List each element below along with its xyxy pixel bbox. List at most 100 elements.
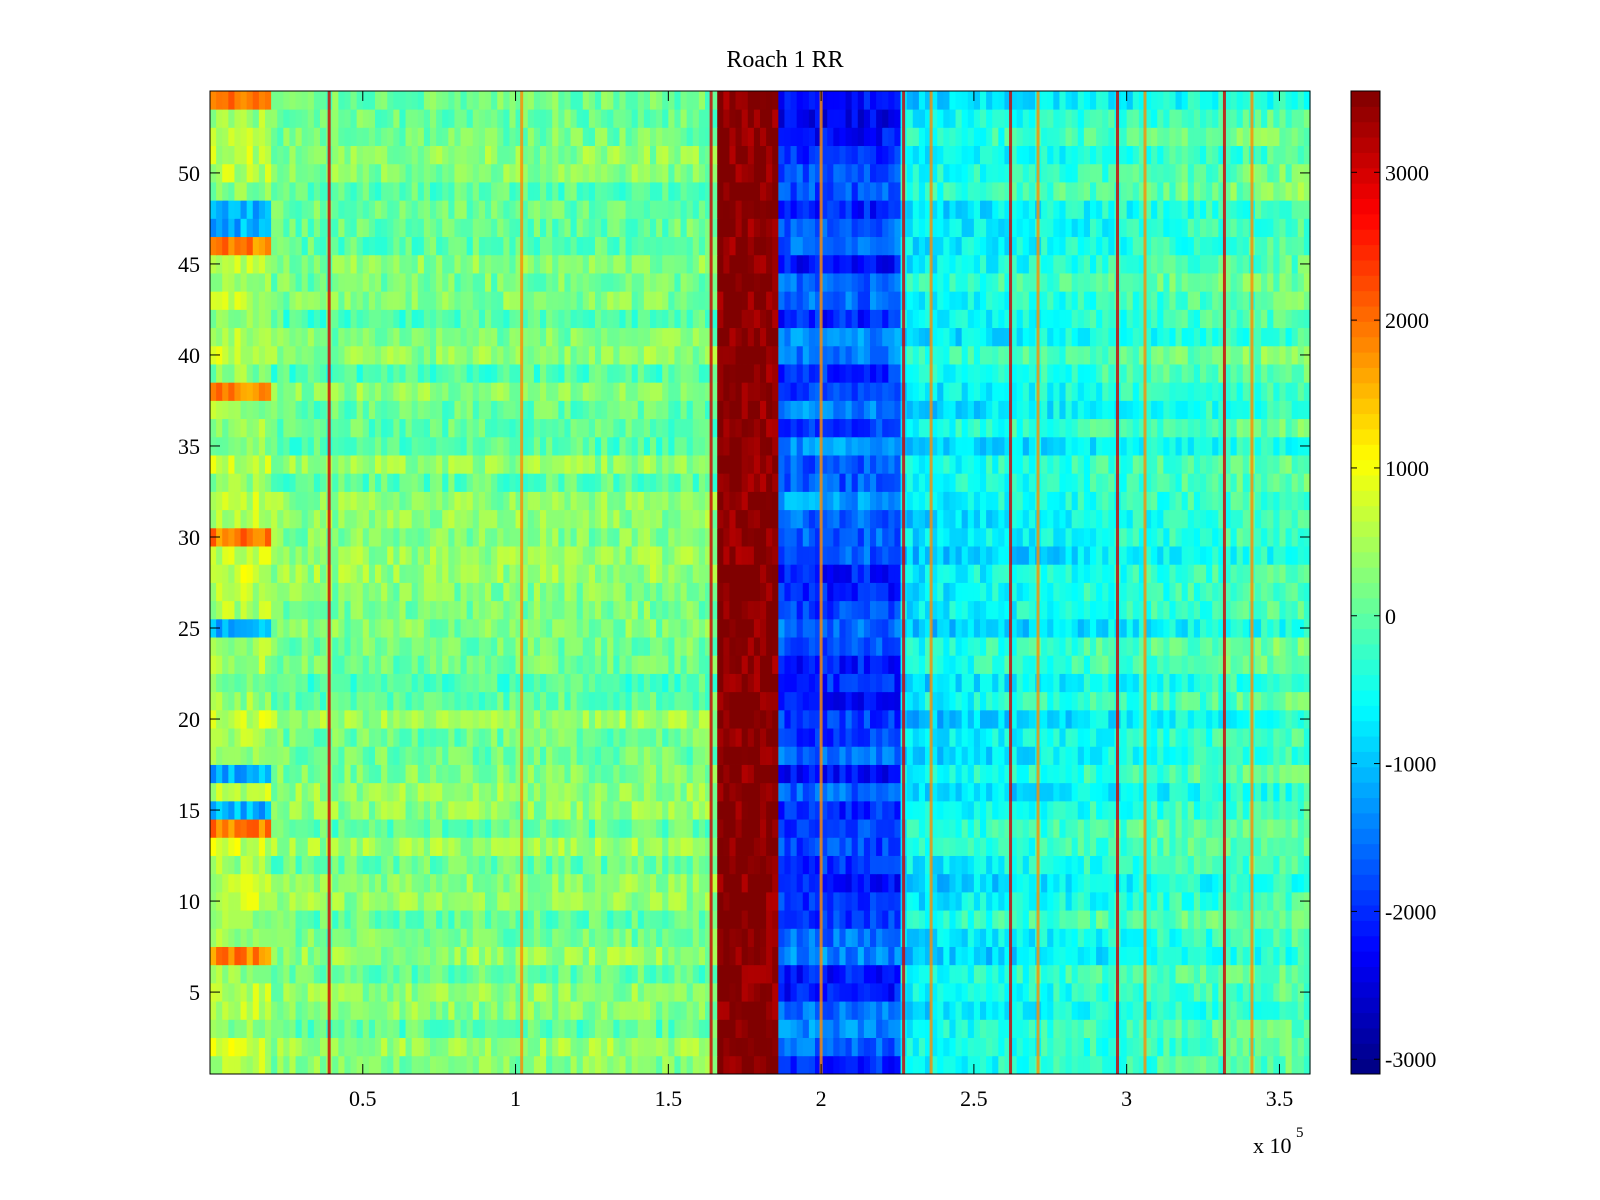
heatmap-cell [974, 1038, 981, 1057]
heatmap-cell [1261, 765, 1268, 784]
heatmap-cell [503, 655, 510, 674]
heatmap-cell [424, 1019, 431, 1038]
heatmap-cell [1237, 1019, 1244, 1038]
heatmap-cell [320, 983, 327, 1002]
heatmap-cell [375, 637, 382, 656]
heatmap-cell [723, 710, 730, 729]
heatmap-cell [632, 1038, 639, 1057]
heatmap-cell [1059, 947, 1066, 966]
heatmap-cell [852, 710, 859, 729]
heatmap-cell [564, 674, 571, 693]
heatmap-cell [247, 892, 254, 911]
heatmap-cell [228, 928, 235, 947]
heatmap-cell [687, 783, 694, 802]
heatmap-cell [662, 692, 669, 711]
heatmap-cell [1023, 856, 1030, 875]
heatmap-cell [1163, 619, 1170, 638]
heatmap-cell [1066, 765, 1073, 784]
heatmap-cell [760, 692, 767, 711]
heatmap-cell [992, 619, 999, 638]
heatmap-cell [956, 765, 963, 784]
heatmap-cell [271, 1001, 278, 1020]
heatmap-cell [381, 1056, 388, 1075]
heatmap-cell [968, 801, 975, 820]
heatmap-cell [766, 746, 773, 765]
heatmap-cell [1017, 910, 1024, 929]
heatmap-cell [809, 601, 816, 620]
heatmap-cell [742, 892, 749, 911]
heatmap-cell [357, 801, 364, 820]
heatmap-cell [436, 892, 443, 911]
heatmap-cell [607, 856, 614, 875]
heatmap-cell [571, 1056, 578, 1075]
heatmap-cell [1231, 1038, 1238, 1057]
heatmap-cell [302, 892, 309, 911]
heatmap-cell [638, 801, 645, 820]
heatmap-cell [1261, 910, 1268, 929]
heatmap-cell [1212, 874, 1219, 893]
heatmap-cell [344, 692, 351, 711]
heatmap-cell [1194, 874, 1201, 893]
heatmap-cell [748, 583, 755, 602]
heatmap-cell [632, 1056, 639, 1075]
heatmap-cell [1243, 746, 1250, 765]
heatmap-cell [564, 856, 571, 875]
heatmap-cell [418, 583, 425, 602]
heatmap-cell [956, 874, 963, 893]
heatmap-cell [626, 983, 633, 1002]
heatmap-cell [1267, 692, 1274, 711]
heatmap-cell [736, 746, 743, 765]
heatmap-cell [870, 1056, 877, 1075]
heatmap-cell [864, 674, 871, 693]
heatmap-cell [277, 1001, 284, 1020]
heatmap-cell [1188, 746, 1195, 765]
heatmap-cell [503, 583, 510, 602]
heatmap-cell [607, 1038, 614, 1057]
heatmap-cell [1133, 637, 1140, 656]
heatmap-cell [870, 856, 877, 875]
heatmap-cell [424, 783, 431, 802]
heatmap-cell [1029, 601, 1036, 620]
heatmap-cell [448, 746, 455, 765]
heatmap-cell [247, 710, 254, 729]
heatmap-cell [564, 1056, 571, 1075]
heatmap-cell [583, 910, 590, 929]
heatmap-cell [607, 655, 614, 674]
heatmap-cell [1108, 637, 1115, 656]
heatmap-cell [314, 692, 321, 711]
heatmap-cell [503, 856, 510, 875]
heatmap-cell [302, 728, 309, 747]
heatmap-cell [1102, 601, 1109, 620]
heatmap-cell [210, 1056, 217, 1075]
heatmap-cell [302, 710, 309, 729]
heatmap-cell [797, 728, 804, 747]
heatmap-cell [1072, 674, 1079, 693]
heatmap-cell [234, 583, 241, 602]
heatmap-cell [681, 1056, 688, 1075]
heatmap-cell [1286, 856, 1293, 875]
heatmap-cell [864, 619, 871, 638]
heatmap-cell [1053, 856, 1060, 875]
heatmap-cell [809, 692, 816, 711]
heatmap-cell [662, 856, 669, 875]
heatmap-cell [1182, 928, 1189, 947]
heatmap-cell [632, 783, 639, 802]
heatmap-cell [222, 892, 229, 911]
heatmap-cell [344, 874, 351, 893]
heatmap-cell [528, 765, 535, 784]
heatmap-cell [454, 674, 461, 693]
heatmap-cell [473, 928, 480, 947]
heatmap-cell [1255, 655, 1262, 674]
heatmap-cell [375, 746, 382, 765]
heatmap-cell [277, 856, 284, 875]
heatmap-cell [479, 910, 486, 929]
heatmap-cell [699, 910, 706, 929]
heatmap-cell [827, 983, 834, 1002]
heatmap-cell [681, 728, 688, 747]
heatmap-cell [332, 564, 339, 583]
heatmap-cell [387, 564, 394, 583]
heatmap-cell [552, 983, 559, 1002]
heatmap-cell [399, 910, 406, 929]
heatmap-cell [687, 1019, 694, 1038]
heatmap-cell [1047, 856, 1054, 875]
